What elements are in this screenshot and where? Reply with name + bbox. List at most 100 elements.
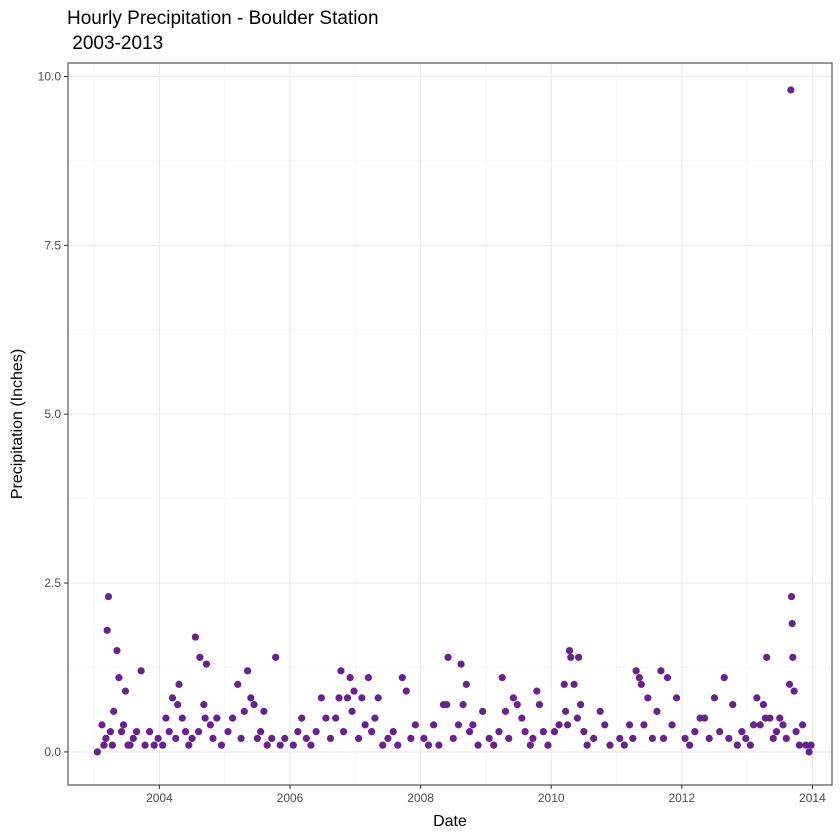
data-point (681, 734, 689, 742)
data-point (343, 694, 352, 702)
data-point (668, 721, 676, 729)
data-point (435, 741, 443, 749)
data-point (509, 694, 517, 702)
data-point (729, 701, 737, 709)
data-point (424, 741, 433, 749)
data-point (563, 721, 572, 729)
data-point (644, 694, 652, 702)
data-point (686, 741, 694, 749)
data-point (606, 741, 614, 749)
data-point (172, 734, 180, 742)
data-point (181, 728, 190, 736)
data-point (444, 653, 452, 661)
data-point (335, 694, 343, 702)
data-point (485, 734, 493, 742)
data-point (103, 626, 111, 634)
data-point (443, 701, 451, 709)
data-point (257, 728, 265, 736)
data-point (201, 714, 209, 722)
data-point (498, 674, 506, 682)
data-point (465, 728, 474, 736)
data-point (237, 734, 245, 742)
data-point (281, 734, 289, 742)
data-point (206, 721, 214, 729)
data-point (763, 653, 771, 661)
data-point (501, 707, 510, 715)
y-axis: 0.0 2.5 5.0 7.5 10.0 (38, 70, 68, 759)
data-point (384, 734, 392, 742)
data-point (535, 701, 544, 709)
data-point (766, 714, 774, 722)
data-point (132, 728, 141, 736)
x-tick-label: 2010 (538, 791, 565, 805)
x-tick-label: 2008 (407, 791, 434, 805)
data-point (228, 714, 237, 722)
y-axis-title: Precipitation (Inches) (9, 349, 26, 499)
data-point (121, 687, 130, 695)
data-point (539, 728, 547, 736)
data-point (526, 741, 534, 749)
y-tick-label: 0.0 (44, 745, 61, 759)
data-point (202, 660, 211, 668)
data-point (354, 734, 363, 742)
data-point (150, 741, 158, 749)
data-point (659, 734, 668, 742)
data-point (217, 741, 226, 749)
data-point (733, 741, 741, 749)
data-point (196, 653, 204, 661)
x-tick-label: 2012 (668, 791, 695, 805)
data-point (567, 653, 575, 661)
data-point (307, 741, 315, 749)
data-point (188, 734, 196, 742)
data-point (620, 741, 628, 749)
data-point (213, 714, 221, 722)
data-point (788, 619, 796, 628)
data-point (294, 728, 302, 736)
data-point (165, 728, 173, 736)
data-point (769, 734, 777, 742)
x-tick-label: 2004 (146, 791, 173, 805)
data-point (159, 741, 167, 749)
data-point (115, 674, 123, 682)
plot-panel-border (67, 62, 833, 786)
data-point (337, 667, 345, 675)
data-point (326, 734, 335, 742)
data-point (374, 694, 382, 702)
data-point (742, 734, 750, 742)
data-point (368, 728, 376, 736)
data-point (625, 721, 634, 729)
data-point (648, 734, 657, 742)
data-point (533, 687, 541, 695)
y-tick-label: 2.5 (44, 576, 61, 590)
data-point (162, 714, 170, 722)
data-point (119, 721, 128, 729)
data-point (389, 728, 397, 736)
data-point (550, 728, 559, 736)
data-point (449, 734, 457, 742)
data-point (580, 728, 588, 736)
data-point (263, 741, 271, 749)
data-point (759, 701, 768, 709)
data-point (407, 734, 415, 742)
data-point (175, 680, 183, 688)
data-point (570, 680, 578, 688)
data-point (371, 714, 379, 722)
data-point (191, 633, 199, 641)
data-point (420, 734, 428, 742)
data-point (529, 734, 537, 742)
data-point (361, 721, 369, 729)
data-point (790, 687, 798, 695)
data-point (479, 707, 487, 715)
data-point (640, 721, 648, 729)
data-point (100, 741, 108, 749)
data-point (746, 741, 754, 749)
data-point (185, 741, 193, 749)
data-point (411, 721, 419, 729)
data-point (779, 721, 787, 729)
data-point (705, 734, 713, 742)
data-point (590, 734, 598, 742)
data-point (462, 680, 470, 688)
data-point (93, 748, 101, 756)
data-point (276, 741, 284, 749)
data-point (787, 592, 796, 601)
